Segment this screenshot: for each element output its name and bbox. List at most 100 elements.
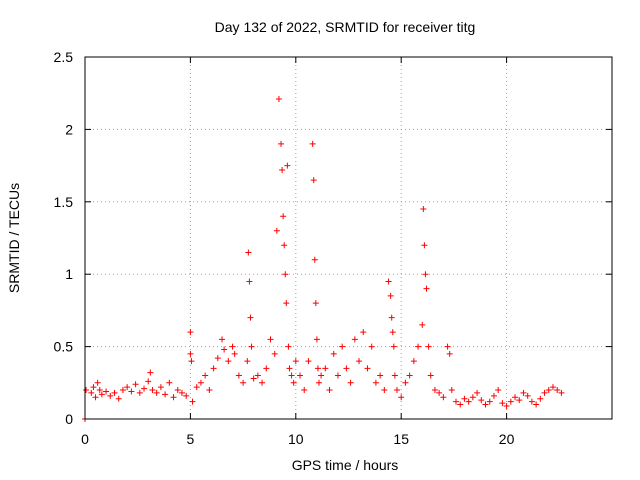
data-point [263, 365, 270, 372]
data-point [245, 249, 252, 256]
data-point [360, 329, 367, 336]
data-point [314, 365, 321, 372]
data-point [107, 392, 114, 399]
data-point [398, 394, 405, 401]
data-point [309, 140, 316, 147]
data-point [474, 389, 481, 396]
data-point [246, 278, 253, 285]
data-point [187, 350, 194, 357]
data-point [111, 389, 118, 396]
data-point [326, 387, 333, 394]
data-point [343, 365, 350, 372]
data-point [119, 387, 126, 394]
data-point [247, 314, 254, 321]
data-point [415, 343, 422, 350]
data-point [115, 395, 122, 402]
data-point [356, 358, 363, 365]
data-point [421, 242, 428, 249]
data-point [457, 401, 464, 408]
data-point [286, 365, 293, 372]
y-tick-label: 1 [65, 266, 73, 282]
data-point [419, 321, 426, 328]
y-tick-label: 2 [65, 121, 73, 137]
data-point [96, 387, 103, 394]
data-point [147, 369, 154, 376]
data-point [259, 379, 266, 386]
x-tick-label: 5 [187, 431, 195, 447]
data-point [132, 381, 139, 388]
data-point [402, 379, 409, 386]
data-point [292, 358, 299, 365]
x-tick-label: 15 [393, 431, 409, 447]
data-point [254, 372, 261, 379]
data-point [347, 379, 354, 386]
data-point [541, 389, 548, 396]
data-point [545, 387, 552, 394]
data-point [448, 387, 455, 394]
data-point [436, 389, 443, 396]
data-point [388, 314, 395, 321]
data-point [499, 400, 506, 407]
data-point [244, 358, 251, 365]
data-point [83, 387, 90, 394]
data-point [281, 242, 288, 249]
data-point [377, 372, 384, 379]
data-point [248, 343, 255, 350]
plot-frame [84, 56, 613, 420]
data-point [284, 162, 291, 169]
data-point [427, 372, 434, 379]
data-point [512, 394, 519, 401]
data-point [387, 292, 394, 299]
data-point [141, 385, 148, 392]
data-point [189, 398, 196, 405]
data-point [312, 300, 319, 307]
data-point [285, 343, 292, 350]
data-point [423, 285, 430, 292]
data-point [288, 372, 295, 379]
data-point [444, 343, 451, 350]
data-point [271, 350, 278, 357]
data-point [128, 388, 135, 395]
data-point [202, 372, 209, 379]
data-point [206, 387, 213, 394]
data-point [157, 384, 164, 391]
data-point [318, 372, 325, 379]
data-point [166, 379, 173, 386]
data-point [88, 389, 95, 396]
data-point [368, 343, 375, 350]
data-point [406, 372, 413, 379]
data-point [250, 375, 257, 382]
data-point [391, 372, 398, 379]
data-point [503, 402, 510, 409]
data-point [410, 358, 417, 365]
axis-ticks: 0 0.5 1 1.5 2 2.5 0 5 10 15 20 [54, 49, 612, 447]
data-point [170, 394, 177, 401]
data-point [162, 391, 169, 398]
data-point [290, 379, 297, 386]
y-tick-label: 0 [65, 411, 73, 427]
data-point [533, 401, 540, 408]
data-point [197, 379, 204, 386]
data-point [453, 398, 460, 405]
data-point [310, 177, 317, 184]
data-point [482, 401, 489, 408]
data-point [554, 387, 561, 394]
data-point [431, 387, 438, 394]
data-point [273, 227, 280, 234]
data-point [389, 329, 396, 336]
data-point [149, 387, 156, 394]
data-point [219, 336, 226, 343]
x-tick-label: 10 [288, 431, 304, 447]
y-tick-label: 0.5 [54, 339, 74, 355]
data-point [235, 372, 242, 379]
data-point [174, 387, 181, 394]
data-point [301, 387, 308, 394]
data-point [124, 384, 131, 391]
data-point [311, 256, 318, 263]
data-point [440, 394, 447, 401]
data-point [507, 398, 514, 405]
data-point [297, 372, 304, 379]
data-point [280, 213, 287, 220]
data-points [82, 95, 565, 422]
data-point [275, 95, 282, 102]
